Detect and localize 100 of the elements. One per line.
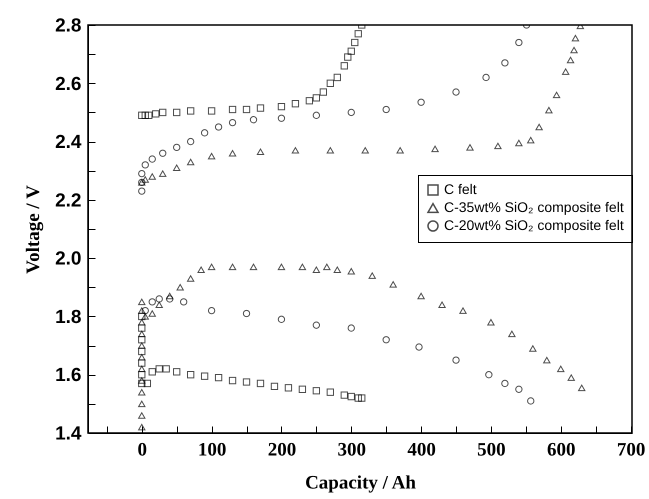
point (186, 371, 194, 378)
y-tick-label: 2.4 (55, 132, 82, 154)
point (382, 106, 390, 114)
point (200, 129, 208, 136)
point (358, 394, 366, 402)
legend-label: C-35wt% SiO₂ composite felt (444, 199, 624, 215)
point (186, 138, 194, 146)
x-tick-label: 500 (477, 440, 506, 460)
y-tick-label: 2.8 (55, 16, 82, 36)
point (354, 30, 362, 38)
point (527, 397, 534, 405)
point (242, 310, 250, 318)
point (348, 324, 355, 332)
point (515, 38, 523, 46)
point (242, 378, 250, 386)
point (138, 112, 146, 120)
point (312, 112, 320, 119)
point (278, 102, 286, 110)
point (312, 322, 320, 329)
x-tick-label: 600 (547, 440, 576, 460)
point (501, 59, 509, 67)
point (250, 116, 258, 124)
y-axis-title: Voltage / V (23, 184, 44, 274)
point (156, 365, 163, 373)
point (452, 88, 460, 96)
point (138, 170, 146, 178)
point (138, 359, 146, 367)
point (138, 380, 146, 388)
point (142, 112, 149, 120)
point (344, 53, 352, 61)
x-tick-label: 100 (198, 440, 226, 460)
legend-label: C felt (444, 181, 477, 197)
x-tick-label: 200 (268, 440, 296, 460)
point (485, 371, 493, 378)
point (256, 380, 264, 388)
y-tick-label: 2.0 (55, 248, 82, 270)
point (156, 295, 163, 303)
point (320, 88, 327, 96)
point (148, 155, 156, 163)
point (482, 74, 490, 82)
point (334, 74, 341, 82)
y-tick-label: 2.2 (55, 190, 82, 212)
point (138, 312, 146, 320)
point (228, 376, 236, 384)
point (180, 298, 188, 306)
point (270, 382, 278, 390)
point (159, 108, 166, 116)
x-tick-label: 0 (138, 440, 148, 460)
point (138, 371, 146, 378)
point (159, 150, 166, 157)
x-tick-label: 300 (338, 440, 366, 460)
point (242, 106, 250, 114)
point (340, 62, 348, 70)
point (382, 336, 390, 344)
point (214, 123, 222, 131)
point (152, 110, 160, 118)
point (278, 316, 286, 323)
point (256, 104, 264, 112)
point (278, 114, 286, 122)
point (142, 161, 149, 169)
point (142, 306, 149, 314)
x-tick-label: 700 (616, 440, 646, 460)
point (138, 178, 146, 186)
point (515, 386, 523, 393)
point (173, 108, 180, 116)
point (228, 118, 236, 126)
point (162, 365, 170, 373)
point (148, 368, 156, 376)
point (200, 372, 208, 380)
point (138, 324, 146, 332)
point (351, 38, 358, 46)
point (312, 94, 320, 102)
point (284, 384, 292, 392)
point (138, 187, 146, 195)
point (306, 97, 314, 104)
point (145, 112, 152, 120)
point (138, 336, 146, 344)
point (292, 100, 300, 108)
point (214, 374, 222, 382)
point (415, 343, 423, 351)
point (340, 391, 348, 399)
y-tick-label: 1.8 (55, 306, 82, 328)
point (186, 107, 194, 115)
point (144, 380, 152, 388)
x-axis-title: Capacity / Ah (305, 472, 416, 494)
legend-label: C-20wt% SiO₂ composite felt (444, 217, 624, 233)
point (312, 387, 320, 394)
point (326, 80, 334, 87)
point (326, 388, 334, 396)
point (354, 394, 362, 402)
point (298, 386, 306, 393)
point (138, 348, 146, 356)
point (501, 380, 509, 388)
point (228, 106, 236, 114)
point (166, 295, 174, 303)
point (148, 298, 156, 306)
y-tick-label: 1.6 (55, 365, 82, 386)
x-tick-label: 400 (407, 440, 436, 460)
point (348, 48, 355, 55)
point (208, 107, 216, 115)
